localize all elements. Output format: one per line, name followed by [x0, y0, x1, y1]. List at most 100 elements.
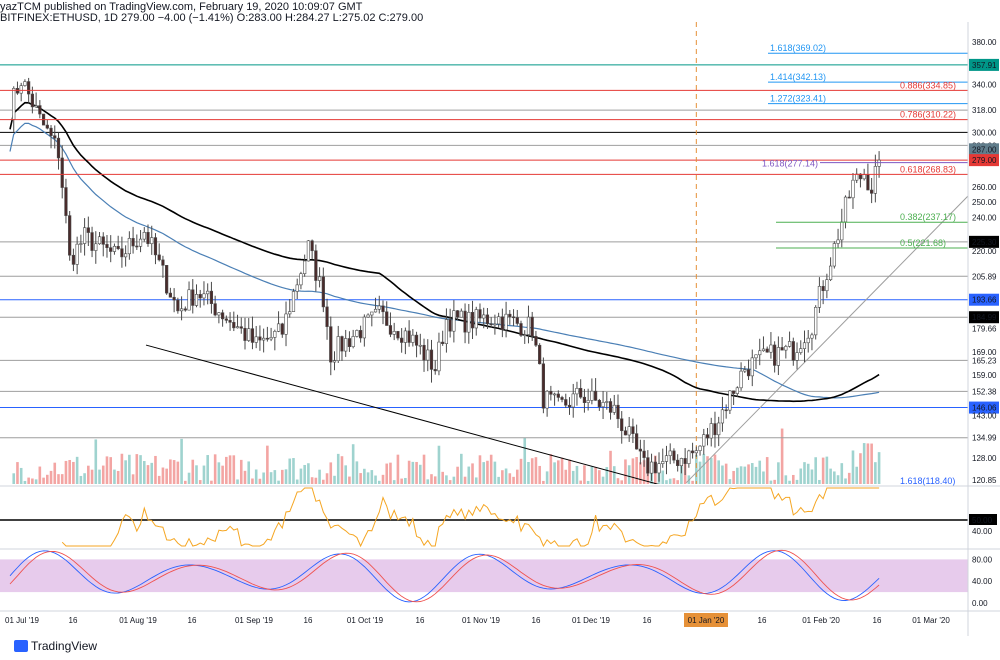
- volume-bar: [810, 469, 814, 484]
- candle-body: [262, 337, 266, 341]
- price-axis[interactable]: 380.00357.91340.00318.00300.00290.00287.…: [967, 22, 999, 636]
- candle-body: [165, 265, 169, 294]
- volume-bar: [557, 460, 560, 484]
- candle-body: [157, 254, 161, 261]
- volume-bar: [411, 461, 415, 484]
- time-axis[interactable]: 01 Jul '19 16 01 Aug '19 16 01 Sep '19 16 01 O…: [0, 610, 1000, 627]
- candle-body: [508, 313, 512, 318]
- price-tick-badge: [969, 154, 999, 167]
- volume-bar: [750, 463, 754, 484]
- candle-body: [780, 347, 784, 351]
- volume-bar: [105, 456, 109, 484]
- candle-body: [317, 276, 322, 281]
- volume-bar: [717, 460, 720, 484]
- price-tick-label: 240.00: [972, 214, 997, 223]
- candle-body: [194, 294, 199, 306]
- volume-bar: [38, 466, 42, 484]
- volume-bar: [292, 458, 295, 484]
- volume-bar: [34, 479, 38, 484]
- volume-bar: [575, 465, 579, 484]
- candle-body: [213, 303, 217, 316]
- volume-bar: [747, 464, 750, 484]
- volume-bar: [691, 480, 694, 484]
- price-tick-label: 225.30: [972, 238, 997, 247]
- candle-body: [217, 312, 221, 316]
- descending-trendline: [145, 344, 660, 484]
- candle-body: [276, 323, 281, 332]
- volume-bar: [668, 478, 672, 484]
- candle-body: [814, 306, 818, 336]
- volume-bar: [489, 454, 493, 484]
- volume-bar: [698, 461, 702, 484]
- volume-bar: [840, 463, 844, 484]
- candle-body: [34, 105, 38, 108]
- tradingview-logo-text: TradingView: [31, 639, 98, 653]
- candle-body: [176, 299, 180, 312]
- volume-bar: [702, 453, 706, 484]
- volume-bar: [16, 462, 19, 484]
- tradingview-logo[interactable]: TradingView: [14, 639, 97, 653]
- candle-body: [254, 336, 258, 343]
- price-tick-label: 193.66: [972, 296, 997, 305]
- volume-bar: [400, 478, 403, 484]
- volume-bar: [504, 468, 508, 484]
- candle-body: [347, 338, 352, 347]
- rsi-panel: 50.00 40.00: [0, 485, 1000, 548]
- volume-bar: [318, 469, 321, 484]
- volume-bar: [478, 455, 482, 484]
- volume-bar: [120, 453, 124, 484]
- price-tick-label: 152.38: [972, 387, 997, 396]
- volume-bar: [191, 459, 195, 484]
- volume-bar: [769, 480, 773, 484]
- volume-bar: [247, 461, 251, 484]
- volume-bar: [243, 470, 247, 484]
- volume-bar: [519, 458, 523, 484]
- candle-body: [68, 215, 72, 256]
- candle-body: [470, 311, 475, 329]
- candle-body: [579, 387, 583, 398]
- candle-body: [661, 461, 665, 464]
- volume-bar: [758, 460, 762, 484]
- ma-100-line: [9, 101, 880, 403]
- volume-bar: [855, 466, 859, 484]
- volume-bar: [844, 478, 847, 484]
- volume-bar: [821, 457, 825, 484]
- volume-bar: [113, 469, 116, 484]
- volume-bar: [639, 462, 642, 484]
- volume-bar: [795, 479, 799, 484]
- time-tick-label: 01 Jan '20: [688, 616, 725, 625]
- candle-body: [138, 238, 143, 247]
- volume-bar: [732, 470, 735, 484]
- candle-body: [474, 309, 478, 329]
- volume-bar: [571, 470, 575, 484]
- candle-body: [90, 232, 94, 251]
- candle-body: [832, 243, 836, 267]
- volume-bar: [277, 480, 280, 484]
- candle-body: [538, 344, 542, 365]
- candle-body: [269, 337, 273, 340]
- candle-body: [724, 409, 728, 412]
- candle-body: [366, 314, 370, 318]
- price-tick-label: 205.89: [972, 272, 997, 281]
- candle-body: [83, 227, 87, 244]
- price-tick-badge: [969, 143, 999, 156]
- volume-bar: [765, 457, 769, 484]
- candle-body: [519, 323, 523, 336]
- candle-body: [321, 276, 325, 308]
- candle-body: [45, 124, 49, 129]
- symbol-name[interactable]: BITFINEX:ETHUSD, 1D: [0, 12, 118, 24]
- candle-body: [787, 341, 792, 347]
- volume-bar: [560, 457, 564, 484]
- candle-body: [97, 236, 102, 245]
- price-tick-badge: [969, 311, 999, 324]
- candle-body: [545, 390, 549, 409]
- footer: TradingView: [0, 636, 1000, 660]
- candle-body: [750, 357, 754, 377]
- price-tick-label: 143.00: [972, 412, 997, 421]
- volume-bar: [661, 470, 665, 484]
- candle-body: [392, 331, 396, 335]
- fib-purple-label: 1.618(277.14): [762, 159, 818, 169]
- volume-bar: [777, 462, 780, 484]
- candle-body: [825, 279, 829, 292]
